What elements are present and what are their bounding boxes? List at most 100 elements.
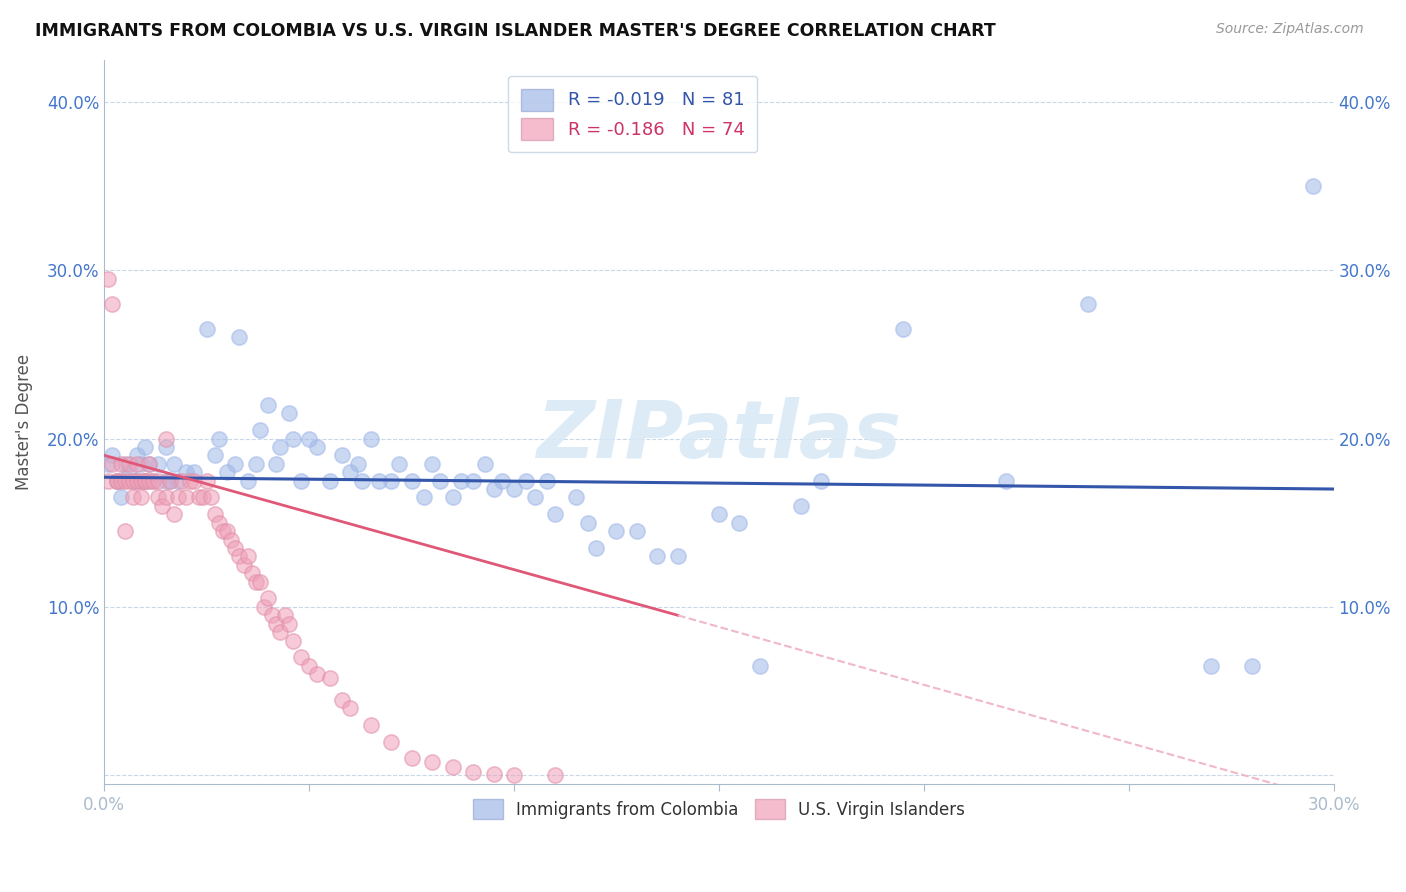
Point bbox=[647, 549, 669, 564]
Point bbox=[105, 474, 128, 488]
Point bbox=[360, 432, 382, 446]
Point bbox=[318, 474, 340, 488]
Point bbox=[891, 322, 914, 336]
Point bbox=[474, 457, 496, 471]
Point bbox=[101, 297, 124, 311]
Point bbox=[307, 667, 329, 681]
Point bbox=[564, 491, 586, 505]
Point bbox=[245, 574, 267, 589]
Point bbox=[217, 524, 239, 538]
Point bbox=[544, 768, 567, 782]
Point bbox=[1077, 297, 1099, 311]
Point bbox=[174, 465, 197, 479]
Point bbox=[134, 474, 156, 488]
Point bbox=[105, 474, 128, 488]
Point bbox=[142, 474, 165, 488]
Point bbox=[101, 448, 124, 462]
Point bbox=[515, 474, 537, 488]
Point bbox=[290, 650, 312, 665]
Point bbox=[482, 766, 505, 780]
Point bbox=[187, 491, 209, 505]
Point bbox=[269, 625, 291, 640]
Point bbox=[97, 271, 120, 285]
Point bbox=[155, 432, 177, 446]
Point bbox=[360, 718, 382, 732]
Point bbox=[441, 491, 464, 505]
Point bbox=[388, 457, 411, 471]
Point bbox=[1302, 178, 1324, 193]
Point bbox=[114, 457, 136, 471]
Point bbox=[266, 616, 288, 631]
Point bbox=[110, 491, 132, 505]
Point bbox=[461, 764, 484, 779]
Point bbox=[219, 533, 242, 547]
Legend: Immigrants from Colombia, U.S. Virgin Islanders: Immigrants from Colombia, U.S. Virgin Is… bbox=[465, 792, 972, 826]
Point bbox=[380, 474, 402, 488]
Point bbox=[122, 474, 145, 488]
Point bbox=[269, 440, 291, 454]
Point bbox=[208, 432, 231, 446]
Point bbox=[401, 474, 423, 488]
Point bbox=[352, 474, 374, 488]
Point bbox=[163, 508, 186, 522]
Point bbox=[420, 457, 443, 471]
Point bbox=[138, 457, 160, 471]
Point bbox=[491, 474, 513, 488]
Point bbox=[1240, 658, 1263, 673]
Point bbox=[228, 330, 250, 344]
Point bbox=[183, 465, 205, 479]
Point bbox=[125, 457, 148, 471]
Point bbox=[1199, 658, 1222, 673]
Point bbox=[155, 491, 177, 505]
Point bbox=[544, 508, 567, 522]
Point bbox=[146, 491, 169, 505]
Point bbox=[97, 474, 120, 488]
Point bbox=[707, 508, 730, 522]
Point bbox=[129, 491, 152, 505]
Point bbox=[110, 474, 132, 488]
Point bbox=[257, 591, 280, 606]
Point bbox=[195, 474, 218, 488]
Point bbox=[249, 423, 271, 437]
Point bbox=[339, 701, 361, 715]
Point bbox=[159, 474, 181, 488]
Point bbox=[249, 574, 271, 589]
Point bbox=[401, 751, 423, 765]
Point bbox=[167, 474, 190, 488]
Point bbox=[450, 474, 472, 488]
Point bbox=[125, 474, 148, 488]
Point bbox=[208, 516, 231, 530]
Point bbox=[134, 440, 156, 454]
Point bbox=[172, 474, 194, 488]
Text: IMMIGRANTS FROM COLOMBIA VS U.S. VIRGIN ISLANDER MASTER'S DEGREE CORRELATION CHA: IMMIGRANTS FROM COLOMBIA VS U.S. VIRGIN … bbox=[35, 22, 995, 40]
Point bbox=[790, 499, 813, 513]
Point bbox=[146, 457, 169, 471]
Point bbox=[666, 549, 689, 564]
Point bbox=[204, 508, 226, 522]
Point bbox=[146, 474, 169, 488]
Point bbox=[167, 491, 190, 505]
Point bbox=[179, 474, 201, 488]
Point bbox=[482, 482, 505, 496]
Point bbox=[536, 474, 558, 488]
Text: Source: ZipAtlas.com: Source: ZipAtlas.com bbox=[1216, 22, 1364, 37]
Point bbox=[257, 398, 280, 412]
Point bbox=[155, 474, 177, 488]
Point bbox=[155, 440, 177, 454]
Point bbox=[134, 474, 156, 488]
Point bbox=[290, 474, 312, 488]
Point bbox=[339, 465, 361, 479]
Point bbox=[503, 482, 526, 496]
Point bbox=[105, 474, 128, 488]
Point bbox=[118, 474, 141, 488]
Point bbox=[605, 524, 627, 538]
Point bbox=[576, 516, 599, 530]
Point bbox=[330, 692, 353, 706]
Point bbox=[138, 457, 160, 471]
Point bbox=[347, 457, 370, 471]
Point bbox=[298, 658, 321, 673]
Point bbox=[585, 541, 607, 555]
Point bbox=[174, 491, 197, 505]
Point bbox=[728, 516, 751, 530]
Point bbox=[228, 549, 250, 564]
